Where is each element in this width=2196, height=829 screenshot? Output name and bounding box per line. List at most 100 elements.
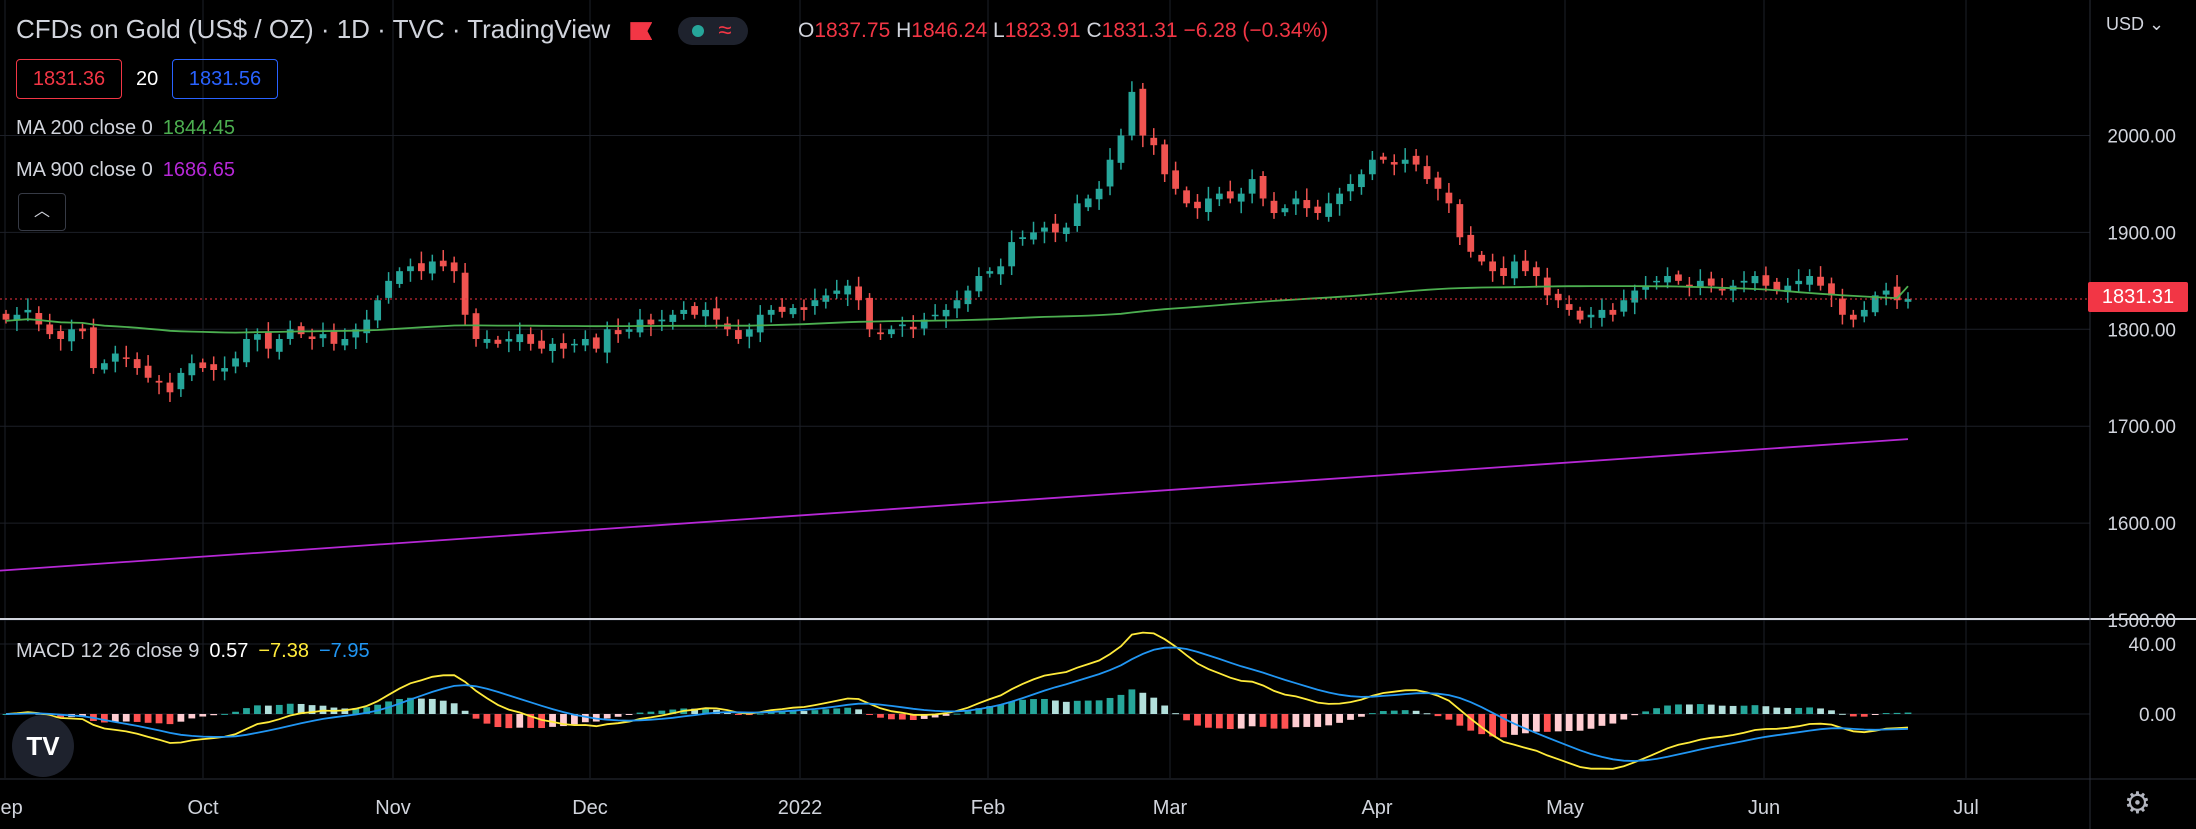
y-tick-label: 1900.00 (2107, 223, 2176, 244)
candle-body (2, 313, 10, 320)
candle-body (658, 319, 666, 322)
candle-body (494, 339, 502, 344)
macd-histogram-bar (1784, 708, 1792, 714)
symbol-title[interactable]: CFDs on Gold (US$ / OZ) · 1D · TVC · Tra… (16, 14, 749, 46)
candle-body (1795, 280, 1803, 285)
macd-histogram-bar (1434, 714, 1442, 717)
candle-body (1412, 155, 1420, 165)
macd-histogram-bar (439, 700, 447, 714)
macd-histogram-bar (297, 703, 305, 714)
close-value: 1831.31 (1101, 19, 1178, 42)
wave-icon: ≈ (718, 17, 732, 45)
candle-body (866, 297, 873, 330)
candle-body (942, 309, 950, 317)
macd-histogram-bar (417, 698, 425, 714)
macd-line-value: −7.38 (258, 640, 309, 662)
macd-histogram-bar (1205, 714, 1212, 728)
macd-histogram-bar (1117, 694, 1125, 714)
x-tick-label: Sep (0, 797, 23, 819)
candle-body (1675, 274, 1682, 281)
macd-histogram-bar (1248, 714, 1256, 727)
candle-body (581, 338, 589, 346)
candle-body (1893, 286, 1901, 301)
candle-body (1325, 203, 1333, 217)
candle-body (1762, 275, 1770, 286)
macd-histogram-bar (1849, 714, 1857, 717)
collapse-legend-button[interactable]: ︿ (18, 193, 66, 231)
candle-body (308, 336, 316, 339)
macd-histogram-bar (57, 714, 65, 718)
candle-body (1806, 276, 1814, 285)
tradingview-logo[interactable]: TV (12, 715, 74, 777)
y-tick-label: 2000.00 (2107, 127, 2176, 148)
ma200-legend[interactable]: MA 200 close 0 1844.45 (16, 117, 235, 140)
high-label: H (896, 19, 912, 42)
macd-histogram-bar (1390, 710, 1398, 714)
gear-icon[interactable]: ⚙ (2124, 787, 2151, 820)
macd-histogram-bar (1215, 714, 1223, 729)
macd-legend[interactable]: MACD 12 26 close 9 0.57 −7.38 −7.95 (16, 640, 370, 663)
macd-histogram-bar (166, 714, 174, 725)
candle-body (680, 309, 688, 314)
macd-histogram-bar (188, 714, 196, 719)
macd-histogram-bar (953, 713, 961, 715)
candle-body (24, 309, 32, 313)
candle-body (133, 359, 141, 369)
macd-histogram-bar (363, 707, 371, 714)
flag-icon[interactable] (630, 22, 653, 41)
x-tick-label: May (1546, 797, 1584, 819)
macd-histogram-bar (494, 714, 502, 728)
market-status-pill[interactable]: ≈ (678, 17, 749, 46)
currency-selector[interactable]: USD ⌄ (2106, 14, 2164, 35)
candle-body (286, 329, 294, 339)
macd-histogram-bar (1828, 710, 1835, 714)
macd-histogram-bar (232, 711, 239, 714)
macd-histogram-bar (1303, 714, 1311, 727)
macd-histogram-bar (221, 713, 229, 715)
candle-body (1696, 280, 1704, 287)
candle-body (275, 338, 283, 352)
candle-body (1511, 261, 1518, 279)
macd-histogram-bar (352, 708, 360, 714)
macd-histogram-bar (308, 705, 316, 714)
current-price-tag: 1831.31 (2088, 282, 2188, 312)
candle-body (1172, 170, 1180, 189)
macd-histogram-bar (1685, 704, 1693, 714)
macd-histogram-bar (855, 709, 863, 714)
sell-button[interactable]: 1831.36 (16, 59, 122, 99)
macd-histogram-bar (1445, 714, 1453, 720)
macd-histogram-bar (1084, 700, 1092, 714)
macd-histogram-bar (527, 714, 535, 728)
open-label: O (798, 19, 815, 42)
x-tick-label: Oct (187, 797, 219, 819)
buy-button[interactable]: 1831.56 (172, 59, 278, 99)
candle-body (57, 331, 65, 339)
candle-body (560, 343, 567, 349)
macd-histogram-bar (1139, 692, 1147, 714)
macd-histogram-bar (407, 697, 414, 714)
macd-histogram-bar (177, 714, 185, 722)
candle-body (898, 324, 906, 327)
macd-histogram-bar (1871, 714, 1879, 715)
candle-body (1587, 314, 1595, 318)
ma900-legend[interactable]: MA 900 close 0 1686.65 (16, 159, 235, 182)
macd-histogram-bar (702, 708, 709, 714)
candle-body (702, 309, 709, 317)
candle-body (1740, 280, 1748, 283)
candle-body (1226, 191, 1234, 199)
macd-histogram-bar (778, 711, 786, 714)
macd-histogram-bar (275, 704, 283, 714)
candle-body (1817, 276, 1824, 286)
macd-histogram-bar (1489, 714, 1497, 737)
macd-histogram-bar (1609, 714, 1617, 724)
candle-body (1062, 227, 1070, 234)
macd-histogram-bar (144, 714, 152, 723)
macd-histogram-bar (1292, 714, 1300, 728)
macd-histogram-bar (1379, 711, 1387, 714)
macd-histogram-bar (1675, 704, 1682, 714)
candle-body (90, 327, 97, 369)
macd-histogram-bar (2, 714, 10, 715)
macd-histogram-bar (1565, 714, 1573, 731)
